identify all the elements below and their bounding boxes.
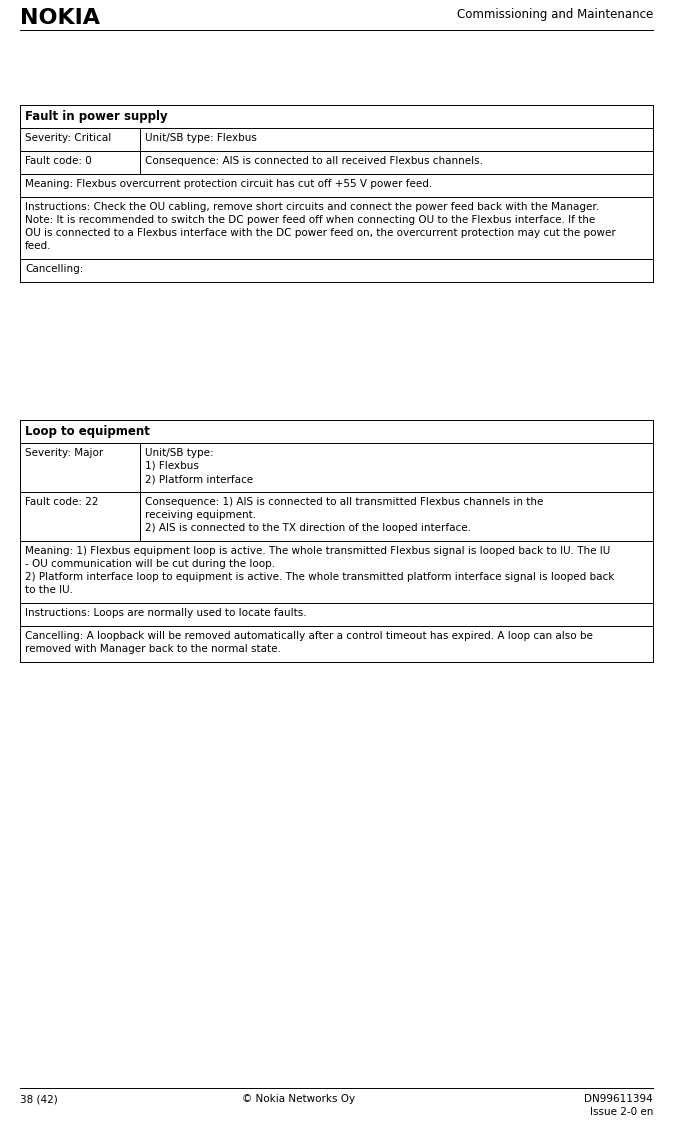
Text: 2) Platform interface loop to equipment is active. The whole transmitted platfor: 2) Platform interface loop to equipment … [25,572,614,582]
Text: Consequence: AIS is connected to all received Flexbus channels.: Consequence: AIS is connected to all rec… [145,156,483,166]
Text: Fault code: 0: Fault code: 0 [25,156,92,166]
Text: Fault code: 22: Fault code: 22 [25,497,98,507]
Text: Loop to equipment: Loop to equipment [25,425,150,438]
Text: Consequence: 1) AIS is connected to all transmitted Flexbus channels in the: Consequence: 1) AIS is connected to all … [145,497,543,507]
Text: 2) AIS is connected to the TX direction of the looped interface.: 2) AIS is connected to the TX direction … [145,523,471,533]
Text: Meaning: 1) Flexbus equipment loop is active. The whole transmitted Flexbus sign: Meaning: 1) Flexbus equipment loop is ac… [25,546,610,556]
Text: Commissioning and Maintenance: Commissioning and Maintenance [457,8,653,21]
Text: receiving equipment.: receiving equipment. [145,510,256,520]
Text: OU is connected to a Flexbus interface with the DC power feed on, the overcurren: OU is connected to a Flexbus interface w… [25,228,616,238]
Text: Instructions: Loops are normally used to locate faults.: Instructions: Loops are normally used to… [25,608,307,618]
Text: 38 (42): 38 (42) [20,1094,58,1104]
Text: 1) Flexbus: 1) Flexbus [145,461,199,471]
Text: 2) Platform interface: 2) Platform interface [145,473,253,484]
Text: © Nokia Networks Oy: © Nokia Networks Oy [242,1094,355,1104]
Text: Unit/SB type:: Unit/SB type: [145,447,213,458]
Text: Note: It is recommended to switch the DC power feed off when connecting OU to th: Note: It is recommended to switch the DC… [25,215,595,225]
Text: feed.: feed. [25,241,52,251]
Text: NOKIA: NOKIA [20,8,100,28]
Text: - OU communication will be cut during the loop.: - OU communication will be cut during th… [25,559,275,570]
Text: to the IU.: to the IU. [25,585,73,596]
Text: Severity: Critical: Severity: Critical [25,133,111,144]
Text: Cancelling:: Cancelling: [25,264,83,273]
Text: DN99611394: DN99611394 [584,1094,653,1104]
Text: Meaning: Flexbus overcurrent protection circuit has cut off +55 V power feed.: Meaning: Flexbus overcurrent protection … [25,179,432,189]
Text: Cancelling: A loopback will be removed automatically after a control timeout has: Cancelling: A loopback will be removed a… [25,631,593,641]
Text: Severity: Major: Severity: Major [25,447,103,458]
Text: Instructions: Check the OU cabling, remove short circuits and connect the power : Instructions: Check the OU cabling, remo… [25,202,599,212]
Text: removed with Manager back to the normal state.: removed with Manager back to the normal … [25,644,281,654]
Text: Issue 2-0 en: Issue 2-0 en [590,1107,653,1116]
Text: Unit/SB type: Flexbus: Unit/SB type: Flexbus [145,133,257,144]
Text: Fault in power supply: Fault in power supply [25,110,168,123]
